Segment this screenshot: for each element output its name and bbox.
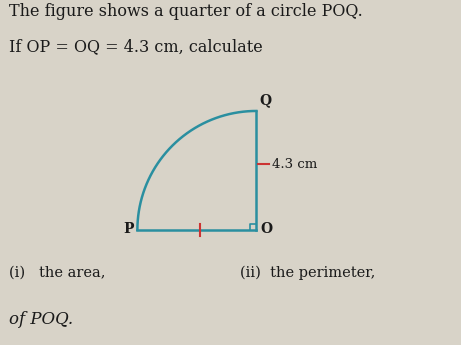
Text: of POQ.: of POQ. — [9, 310, 73, 327]
Text: If OP = OQ = 4.3 cm, calculate: If OP = OQ = 4.3 cm, calculate — [9, 38, 263, 55]
Text: The figure shows a quarter of a circle POQ.: The figure shows a quarter of a circle P… — [9, 3, 363, 20]
Text: (ii)  the perimeter,: (ii) the perimeter, — [240, 266, 375, 280]
Text: 4.3 cm: 4.3 cm — [272, 158, 317, 171]
Text: Q: Q — [259, 93, 271, 107]
Text: (i)   the area,: (i) the area, — [9, 266, 106, 280]
Text: P: P — [124, 221, 134, 236]
Text: O: O — [260, 221, 272, 236]
